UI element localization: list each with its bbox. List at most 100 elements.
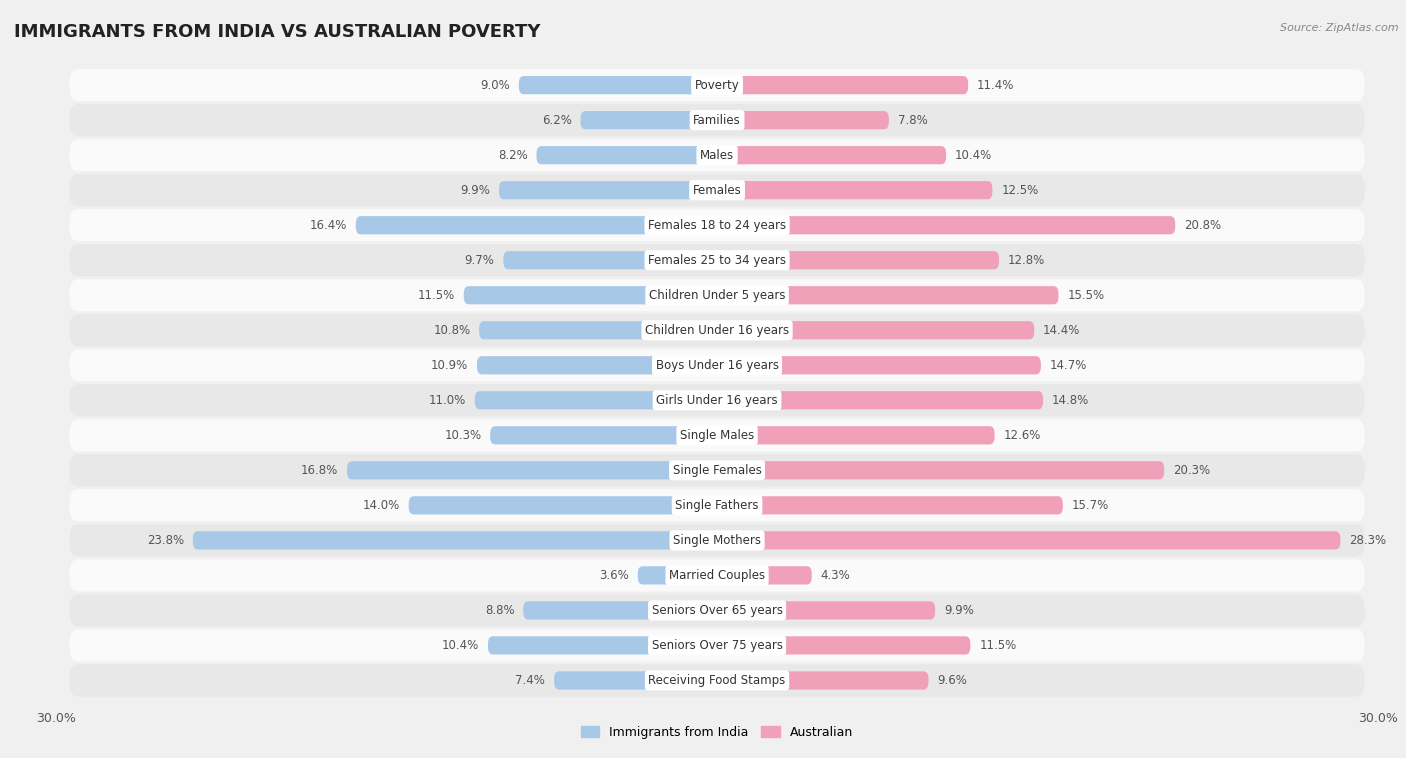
FancyBboxPatch shape (717, 181, 993, 199)
FancyBboxPatch shape (717, 321, 1035, 340)
Text: 3.6%: 3.6% (599, 569, 628, 582)
FancyBboxPatch shape (537, 146, 717, 164)
Text: 8.8%: 8.8% (485, 604, 515, 617)
Text: 12.8%: 12.8% (1008, 254, 1045, 267)
FancyBboxPatch shape (717, 426, 994, 444)
FancyBboxPatch shape (347, 461, 717, 480)
FancyBboxPatch shape (69, 69, 1365, 102)
FancyBboxPatch shape (193, 531, 717, 550)
Text: 8.2%: 8.2% (498, 149, 527, 161)
Text: 9.7%: 9.7% (465, 254, 495, 267)
Text: Girls Under 16 years: Girls Under 16 years (657, 394, 778, 407)
Text: 10.8%: 10.8% (433, 324, 471, 337)
FancyBboxPatch shape (717, 286, 1059, 305)
Text: 16.4%: 16.4% (309, 219, 347, 232)
FancyBboxPatch shape (409, 496, 717, 515)
Text: Seniors Over 65 years: Seniors Over 65 years (651, 604, 783, 617)
Text: Poverty: Poverty (695, 79, 740, 92)
FancyBboxPatch shape (717, 216, 1175, 234)
FancyBboxPatch shape (717, 76, 969, 94)
Text: 20.3%: 20.3% (1173, 464, 1211, 477)
FancyBboxPatch shape (638, 566, 717, 584)
Text: Source: ZipAtlas.com: Source: ZipAtlas.com (1281, 23, 1399, 33)
FancyBboxPatch shape (69, 104, 1365, 136)
Text: 9.0%: 9.0% (481, 79, 510, 92)
Text: 11.5%: 11.5% (418, 289, 456, 302)
FancyBboxPatch shape (464, 286, 717, 305)
Text: 10.3%: 10.3% (444, 429, 481, 442)
Text: Males: Males (700, 149, 734, 161)
Text: Females 18 to 24 years: Females 18 to 24 years (648, 219, 786, 232)
Text: 14.4%: 14.4% (1043, 324, 1080, 337)
FancyBboxPatch shape (717, 356, 1040, 374)
FancyBboxPatch shape (69, 489, 1365, 522)
FancyBboxPatch shape (69, 279, 1365, 312)
Text: Boys Under 16 years: Boys Under 16 years (655, 359, 779, 371)
Text: Families: Families (693, 114, 741, 127)
Text: 11.0%: 11.0% (429, 394, 465, 407)
Text: 6.2%: 6.2% (541, 114, 572, 127)
FancyBboxPatch shape (69, 209, 1365, 241)
Text: 11.5%: 11.5% (979, 639, 1017, 652)
Text: 14.8%: 14.8% (1052, 394, 1090, 407)
Text: 14.0%: 14.0% (363, 499, 399, 512)
FancyBboxPatch shape (69, 454, 1365, 487)
FancyBboxPatch shape (69, 419, 1365, 452)
FancyBboxPatch shape (475, 391, 717, 409)
Text: Married Couples: Married Couples (669, 569, 765, 582)
FancyBboxPatch shape (717, 251, 1000, 269)
Text: 9.9%: 9.9% (943, 604, 974, 617)
Text: 16.8%: 16.8% (301, 464, 339, 477)
Text: Children Under 16 years: Children Under 16 years (645, 324, 789, 337)
FancyBboxPatch shape (69, 594, 1365, 627)
Text: 12.5%: 12.5% (1001, 183, 1039, 196)
FancyBboxPatch shape (717, 111, 889, 130)
Text: 9.6%: 9.6% (938, 674, 967, 687)
Text: Females: Females (693, 183, 741, 196)
Text: 4.3%: 4.3% (821, 569, 851, 582)
FancyBboxPatch shape (69, 314, 1365, 346)
FancyBboxPatch shape (519, 76, 717, 94)
FancyBboxPatch shape (523, 601, 717, 619)
FancyBboxPatch shape (717, 636, 970, 654)
Text: 10.4%: 10.4% (955, 149, 993, 161)
Text: 7.4%: 7.4% (516, 674, 546, 687)
FancyBboxPatch shape (69, 174, 1365, 206)
FancyBboxPatch shape (69, 559, 1365, 591)
Text: 14.7%: 14.7% (1050, 359, 1087, 371)
Text: Seniors Over 75 years: Seniors Over 75 years (651, 639, 783, 652)
Text: Single Fathers: Single Fathers (675, 499, 759, 512)
FancyBboxPatch shape (69, 629, 1365, 662)
FancyBboxPatch shape (69, 384, 1365, 416)
FancyBboxPatch shape (717, 672, 928, 690)
Text: Receiving Food Stamps: Receiving Food Stamps (648, 674, 786, 687)
FancyBboxPatch shape (717, 531, 1340, 550)
Text: IMMIGRANTS FROM INDIA VS AUSTRALIAN POVERTY: IMMIGRANTS FROM INDIA VS AUSTRALIAN POVE… (14, 23, 540, 41)
FancyBboxPatch shape (491, 426, 717, 444)
Text: Single Males: Single Males (681, 429, 754, 442)
FancyBboxPatch shape (503, 251, 717, 269)
Text: 15.5%: 15.5% (1067, 289, 1105, 302)
Text: 10.9%: 10.9% (430, 359, 468, 371)
Text: 7.8%: 7.8% (897, 114, 928, 127)
FancyBboxPatch shape (477, 356, 717, 374)
FancyBboxPatch shape (69, 525, 1365, 556)
Text: 28.3%: 28.3% (1350, 534, 1386, 547)
Text: 20.8%: 20.8% (1184, 219, 1222, 232)
FancyBboxPatch shape (69, 349, 1365, 381)
Text: 9.9%: 9.9% (460, 183, 491, 196)
FancyBboxPatch shape (69, 244, 1365, 277)
Text: 11.4%: 11.4% (977, 79, 1014, 92)
FancyBboxPatch shape (717, 601, 935, 619)
Text: 23.8%: 23.8% (146, 534, 184, 547)
FancyBboxPatch shape (717, 496, 1063, 515)
Text: Children Under 5 years: Children Under 5 years (648, 289, 786, 302)
FancyBboxPatch shape (479, 321, 717, 340)
Text: Single Females: Single Females (672, 464, 762, 477)
FancyBboxPatch shape (717, 461, 1164, 480)
FancyBboxPatch shape (717, 566, 811, 584)
Text: 10.4%: 10.4% (441, 639, 479, 652)
FancyBboxPatch shape (717, 146, 946, 164)
FancyBboxPatch shape (554, 672, 717, 690)
Text: 15.7%: 15.7% (1071, 499, 1109, 512)
